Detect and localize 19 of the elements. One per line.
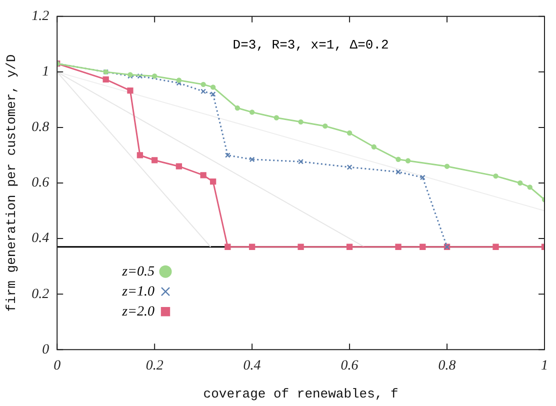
y-tick-label: 0.6: [32, 176, 50, 191]
x-tick-label: 1: [541, 358, 548, 374]
y-axis-title: firm generation per customer, y/D: [4, 54, 20, 312]
y-tick-label: 0.8: [32, 120, 50, 136]
x-axis-title: coverage of renewables, f: [203, 386, 398, 402]
annotation: D=3, R=3, x=1, Δ=0.2: [232, 37, 389, 52]
legend-label: z=0.5: [121, 264, 154, 280]
y-tick-label: 0.4: [32, 231, 50, 246]
legend-label: z=1.0: [121, 284, 154, 300]
x-tick-label: 0.4: [243, 358, 261, 374]
y-tick-label: 1.2: [32, 9, 50, 24]
x-tick-label: 0.2: [146, 358, 164, 374]
x-tick-label: 0.6: [340, 358, 358, 374]
x-tick-label: 0.8: [438, 358, 456, 374]
y-tick-label: 1: [42, 64, 50, 80]
legend-label: z=2.0: [121, 304, 154, 320]
y-tick-label: 0.2: [32, 286, 50, 302]
y-tick-label: 0: [42, 342, 50, 358]
x-tick-label: 0: [54, 358, 61, 374]
